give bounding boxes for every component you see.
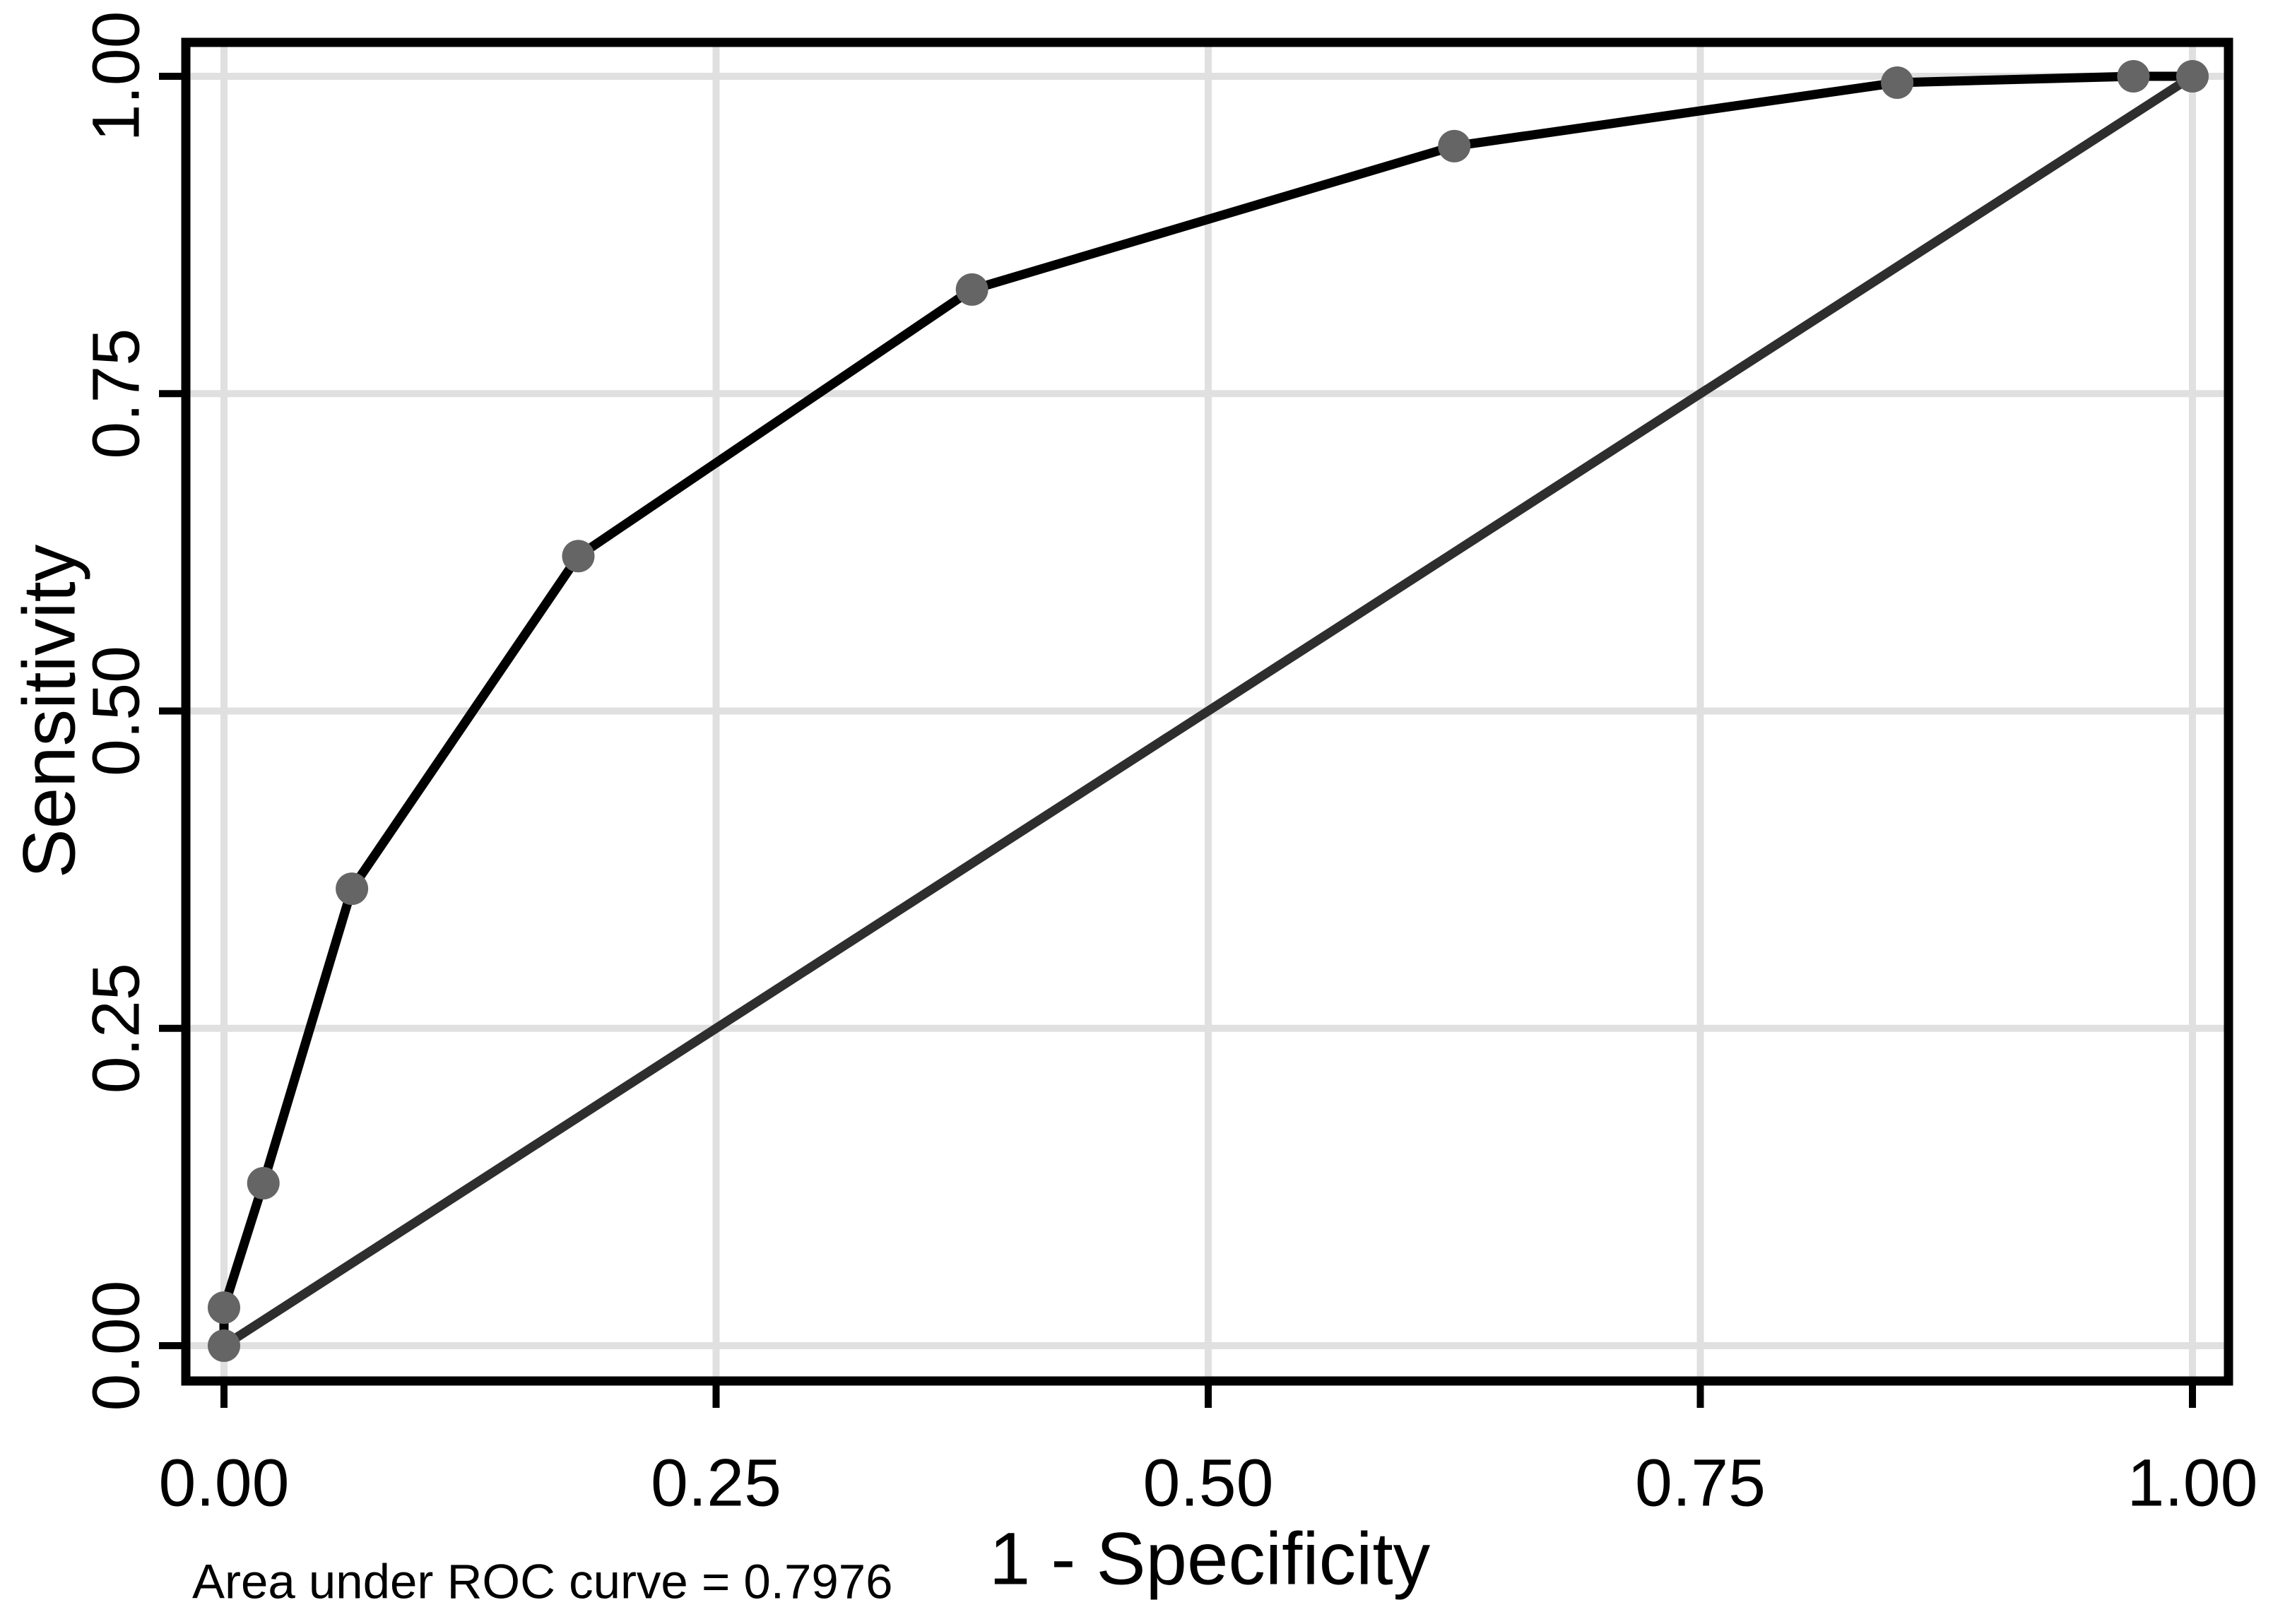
y-tick-label: 0.75 bbox=[78, 328, 153, 459]
roc-data-point-marker bbox=[1438, 129, 1471, 162]
y-axis-title: Sensitivity bbox=[8, 544, 91, 879]
roc-data-point-marker bbox=[336, 872, 369, 906]
x-tick-label: 0.00 bbox=[159, 1445, 290, 1520]
y-tick-label: 0.00 bbox=[78, 1281, 153, 1411]
y-tick-label: 1.00 bbox=[78, 11, 153, 142]
auc-caption: Area under ROC curve = 0.7976 bbox=[192, 1554, 893, 1609]
y-tick-label: 0.50 bbox=[78, 646, 153, 776]
roc-data-point-marker bbox=[955, 273, 988, 306]
roc-data-point-marker bbox=[208, 1291, 240, 1324]
roc-data-point-marker bbox=[1881, 66, 1914, 99]
reference-line bbox=[219, 71, 2197, 1351]
roc-data-point-marker bbox=[562, 540, 595, 573]
x-tick-label: 0.75 bbox=[1635, 1445, 1766, 1520]
roc-data-point-marker bbox=[2117, 60, 2150, 93]
y-tick-label: 0.25 bbox=[78, 963, 153, 1093]
x-tick-label: 0.25 bbox=[651, 1445, 781, 1520]
x-tick-label: 0.50 bbox=[1143, 1445, 1274, 1520]
x-tick-label: 1.00 bbox=[2127, 1445, 2258, 1520]
roc-data-point-marker bbox=[2176, 60, 2209, 93]
x-axis-title: 1 - Specificity bbox=[988, 1517, 1431, 1601]
roc-data-point-marker bbox=[208, 1329, 240, 1362]
roc-curve-line bbox=[219, 71, 2197, 1351]
roc-data-point-marker bbox=[247, 1166, 280, 1199]
